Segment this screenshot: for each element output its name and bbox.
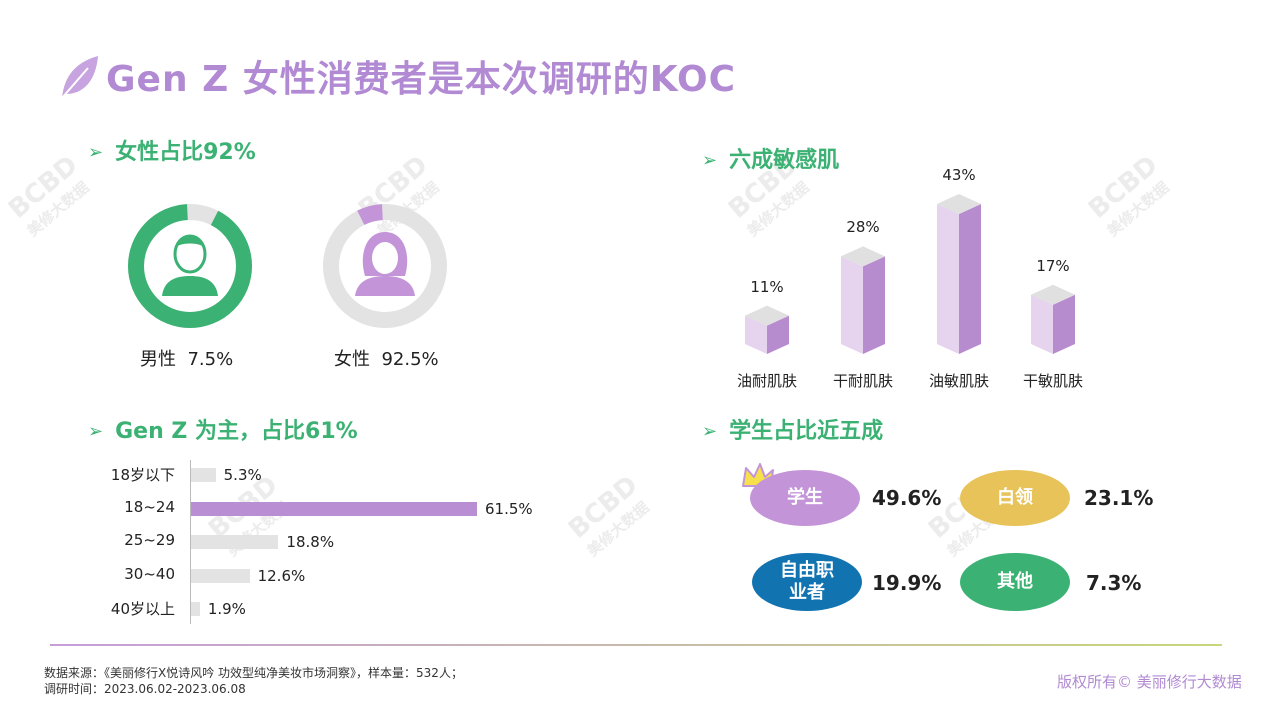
skin-bar (841, 246, 885, 354)
age-value-label: 12.6% (257, 566, 306, 585)
male-avatar-icon (162, 234, 218, 296)
occupation-student-badge: 学生 (750, 470, 860, 526)
occupation-whitecollar-value: 23.1% (1084, 486, 1154, 510)
page-title: Gen Z 女性消费者是本次调研的KOC (106, 59, 737, 100)
age-value-label: 5.3% (223, 466, 262, 484)
footer-copyright: 版权所有© 美丽修行大数据 (1057, 673, 1242, 691)
occupation-other-badge: 其他 (960, 553, 1070, 611)
gender-label-male: 男性 7.5% (140, 349, 234, 370)
age-category-label: 40岁以上 (110, 600, 175, 618)
female-donut (323, 204, 447, 328)
female-avatar-icon (355, 232, 415, 296)
occupation-other-value: 7.3% (1086, 571, 1142, 595)
occupation-freelancer-badge: 自由职 业者 (752, 553, 862, 611)
age-bar (191, 602, 200, 616)
skin-category-label: 油敏肌肤 (928, 372, 989, 390)
skin-category-label: 干耐肌肤 (832, 372, 893, 390)
age-category-label: 30~40 (124, 564, 175, 583)
occupation-heading: ➢ 学生占比近五成 (702, 419, 884, 444)
skin-bar (937, 194, 981, 354)
skin-value-label: 28% (846, 218, 880, 237)
occupation-freelancer-value: 19.9% (872, 571, 942, 595)
skin-bar-chart (745, 194, 1075, 354)
skin-value-label: 17% (1036, 256, 1070, 275)
age-bar (191, 568, 250, 583)
footer-period: 调研时间：2023.06.02-2023.06.08 (44, 682, 246, 696)
skin-bar (1031, 284, 1075, 354)
age-category-label: 25~29 (124, 531, 175, 549)
skin-category-label: 油耐肌肤 (736, 372, 797, 390)
skin-bar (745, 305, 789, 354)
footer-source: 数据来源：《美丽修行X悦诗风吟 功效型纯净美妆市场洞察》，样本量：532人； (44, 666, 463, 680)
age-value-label: 61.5% (485, 499, 533, 518)
skin-value-label: 43% (942, 166, 976, 184)
skin-heading: ➢ 六成敏感肌 (702, 148, 840, 173)
arrow-right-icon: ➢ (702, 150, 718, 171)
age-value-label: 18.8% (286, 533, 335, 551)
age-bar (191, 501, 477, 516)
skin-value-label: 11% (750, 277, 784, 296)
occupation-whitecollar-badge: 白领 (960, 470, 1070, 526)
leaf-icon (61, 56, 98, 99)
arrow-right-icon: ➢ (88, 421, 104, 442)
age-category-label: 18岁以下 (110, 466, 175, 484)
gender-label-female: 女性 92.5% (334, 349, 439, 370)
arrow-right-icon: ➢ (702, 421, 718, 442)
arrow-right-icon: ➢ (88, 142, 104, 163)
age-axis (190, 460, 191, 624)
occupation-student-value: 49.6% (872, 486, 942, 510)
age-value-label: 1.9% (207, 600, 246, 618)
gender-heading: ➢ 女性占比92% (88, 140, 256, 165)
footer-divider (50, 644, 1222, 646)
age-bar (191, 468, 216, 482)
male-donut (128, 204, 252, 328)
age-category-label: 18~24 (124, 497, 175, 516)
skin-category-label: 干敏肌肤 (1022, 372, 1083, 390)
age-heading: ➢ Gen Z 为主，占比61% (88, 419, 358, 444)
age-bar (191, 535, 279, 549)
